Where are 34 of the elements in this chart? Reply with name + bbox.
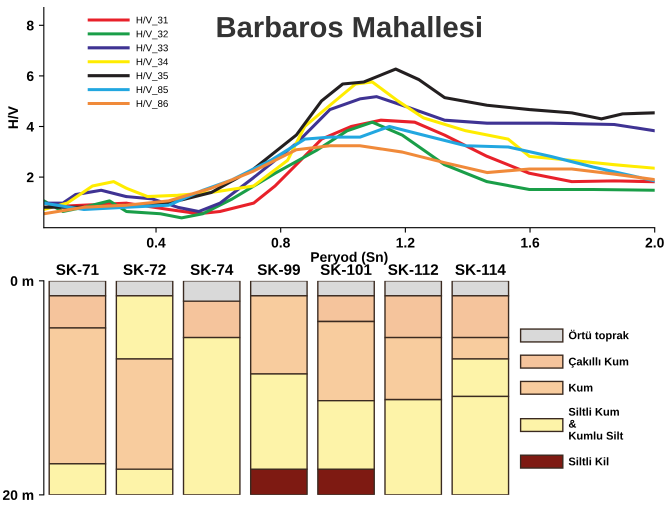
legend-label: Siltli Kum & Kumlu Silt	[568, 408, 624, 440]
legend-label: H/V_85	[136, 86, 168, 95]
x-tick-label: 0.8	[272, 238, 290, 248]
y-tick-label: 2	[26, 172, 34, 182]
legend-label: Kum	[569, 384, 592, 392]
legend-label: H/V_32	[136, 30, 168, 40]
category-label: SK-99	[258, 264, 300, 276]
legend-label: H/V_86	[136, 100, 168, 109]
category-label: SK-71	[56, 264, 99, 276]
y-tick-label: 0 m	[10, 276, 34, 286]
legend-label: Örtü toprak	[568, 330, 629, 342]
legend-label: Çakıllı Kum	[568, 357, 628, 368]
y-axis-title: H/V	[8, 106, 18, 128]
legend-label: H/V_33	[136, 44, 168, 54]
y-tick-label: 6	[26, 71, 34, 82]
y-tick-label: 20 m	[2, 490, 34, 500]
category-label: SK-72	[123, 264, 166, 276]
y-tick-label: 8	[26, 20, 34, 30]
x-tick-label: 2.0	[646, 238, 664, 248]
category-label: SK-112	[388, 264, 438, 276]
legend-label: H/V_35	[136, 72, 168, 82]
x-tick-label: 0.4	[146, 238, 166, 248]
y-tick-label: 4	[26, 122, 34, 132]
x-axis-title: Peryod (Sn)	[311, 252, 388, 265]
chart-title: Barbaros Mahallesi	[217, 16, 481, 38]
x-tick-label: 1.6	[521, 238, 540, 248]
line-series	[44, 144, 655, 216]
category-label: SK-101	[320, 264, 372, 276]
x-tick-label: 1.2	[396, 238, 414, 248]
legend-label: H/V_34	[136, 58, 168, 68]
category-label: SK-74	[190, 264, 234, 276]
category-label: SK-114	[455, 264, 506, 276]
legend-label: Siltli Kil	[568, 457, 608, 466]
legend-label: H/V_31	[136, 16, 168, 26]
